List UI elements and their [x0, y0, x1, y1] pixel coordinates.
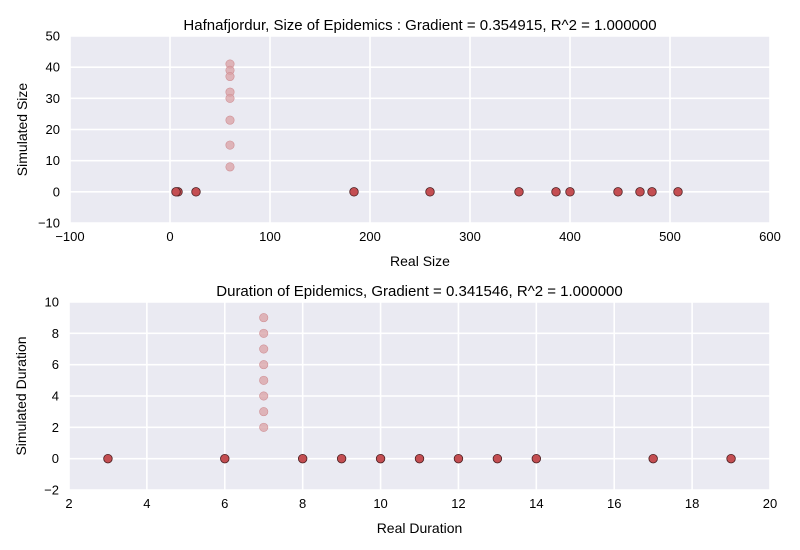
duration-data-point	[259, 344, 269, 354]
duration-scatter-chart: 2 4 6 8 10 12 14 16 18 20 −2 0 2 4 6 8 10 Duration of Ep…	[13, 283, 777, 536]
duration-x-tick-label: 16	[607, 496, 621, 511]
duration-data-point	[414, 453, 425, 464]
duration-y-tick-label: 4	[52, 389, 59, 404]
duration-data-point	[297, 453, 308, 464]
duration-y-tick-label: 0	[52, 451, 59, 466]
duration-y-tick-label: −2	[44, 483, 59, 498]
duration-data-point	[259, 407, 269, 417]
size-data-point	[349, 187, 359, 197]
duration-data-point	[259, 360, 269, 370]
size-data-point	[514, 187, 524, 197]
size-data-point	[225, 162, 235, 172]
duration-data-point	[259, 375, 269, 385]
size-data-point	[225, 140, 235, 150]
size-y-axis-label: Simulated Size	[14, 83, 30, 177]
size-y-tick-label: 30	[46, 91, 60, 106]
size-data-point	[191, 187, 201, 197]
duration-x-tick-label: 20	[763, 496, 777, 511]
size-data-point	[225, 93, 235, 103]
size-data-point	[225, 72, 235, 82]
size-y-tick-label: 20	[46, 122, 60, 137]
duration-chart-title: Duration of Epidemics, Gradient = 0.3415…	[216, 283, 622, 300]
size-data-point	[171, 187, 181, 197]
duration-y-tick-label: 2	[52, 420, 59, 435]
size-data-point	[425, 187, 435, 197]
duration-data-point	[492, 453, 503, 464]
size-y-tick-label: 50	[46, 29, 60, 44]
size-x-tick-label: 300	[459, 229, 481, 244]
duration-y-tick-label: 10	[45, 295, 59, 310]
size-data-point	[613, 187, 623, 197]
size-chart-title: Hafnafjordur, Size of Epidemics : Gradie…	[183, 17, 656, 34]
duration-y-axis-label: Simulated Duration	[13, 336, 29, 455]
size-x-axis-label: Real Size	[390, 253, 450, 269]
duration-data-point	[648, 453, 658, 464]
duration-x-tick-label: 2	[65, 496, 72, 511]
size-y-tick-label: −10	[38, 216, 60, 231]
duration-x-tick-label: 4	[143, 496, 150, 511]
size-points	[171, 59, 683, 197]
duration-data-point	[259, 422, 269, 432]
duration-data-point	[531, 453, 542, 464]
duration-tick-labels: 2 4 6 8 10 12 14 16 18 20 −2 0 2 4 6 8 10	[44, 295, 777, 512]
duration-data-point	[336, 453, 347, 464]
size-data-point	[635, 187, 645, 197]
size-data-point	[647, 187, 657, 197]
size-data-point	[551, 187, 561, 197]
size-y-tick-label: 10	[46, 153, 60, 168]
size-x-tick-label: 400	[559, 229, 581, 244]
size-y-tick-label: 0	[53, 184, 60, 199]
size-data-point	[565, 187, 575, 197]
duration-points	[103, 313, 736, 464]
duration-data-point	[103, 453, 113, 464]
duration-x-tick-label: 18	[685, 496, 699, 511]
duration-x-axis-label: Real Duration	[377, 520, 463, 536]
duration-data-point	[259, 391, 269, 401]
duration-y-tick-label: 8	[52, 326, 59, 341]
size-data-point	[225, 115, 235, 125]
size-data-point	[673, 187, 683, 197]
duration-data-point	[220, 453, 230, 464]
duration-x-tick-label: 10	[373, 496, 387, 511]
size-x-tick-label: 500	[659, 229, 681, 244]
duration-data-point	[453, 453, 464, 464]
duration-data-point	[726, 453, 736, 464]
duration-x-tick-label: 12	[451, 496, 465, 511]
duration-x-tick-label: 8	[299, 496, 306, 511]
duration-data-point	[259, 313, 269, 323]
duration-data-point	[375, 453, 386, 464]
duration-y-tick-label: 6	[52, 357, 59, 372]
size-x-tick-label: 0	[166, 229, 173, 244]
size-x-tick-label: 200	[359, 229, 381, 244]
size-x-tick-label: 100	[259, 229, 281, 244]
duration-data-point	[259, 328, 269, 338]
duration-x-tick-label: 14	[529, 496, 543, 511]
size-x-tick-label: 600	[759, 229, 781, 244]
size-y-tick-label: 40	[46, 60, 60, 75]
size-x-tick-label: −100	[55, 229, 84, 244]
duration-x-tick-label: 6	[221, 496, 228, 511]
